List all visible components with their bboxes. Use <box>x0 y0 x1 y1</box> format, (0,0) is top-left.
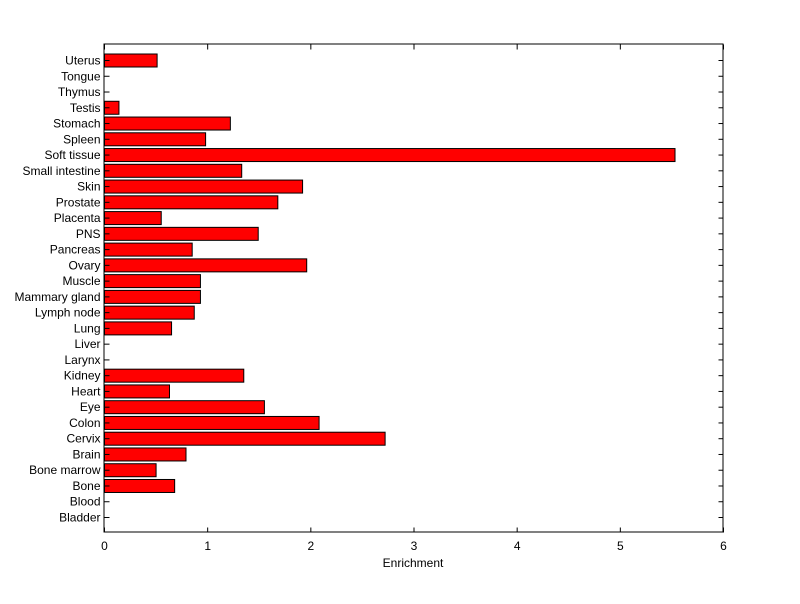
x-tick-label: 6 <box>720 539 727 553</box>
bar-lymph-node <box>104 305 195 320</box>
x-tick-label: 3 <box>411 539 418 553</box>
y-tick-label: Bone marrow <box>29 463 101 477</box>
y-tick-label: Placenta <box>54 211 101 225</box>
bar-cervix <box>104 431 386 446</box>
bar-lung <box>104 321 173 336</box>
bar-pns <box>104 226 259 241</box>
bar-ovary <box>104 258 308 273</box>
bar-uterus <box>104 53 158 68</box>
y-tick-label: PNS <box>76 227 101 241</box>
bar-mammary-gland <box>104 289 201 304</box>
bar-colon <box>104 415 320 430</box>
y-tick-label: Mammary gland <box>14 290 100 304</box>
y-tick-label: Liver <box>74 337 100 351</box>
y-tick-label: Spleen <box>63 132 100 146</box>
y-tick-label: Brain <box>72 447 100 461</box>
y-tick-label: Thymus <box>58 85 101 99</box>
bar-placenta <box>104 211 162 226</box>
bar-eye <box>104 400 265 415</box>
bar-brain <box>104 447 187 462</box>
bar-pancreas <box>104 242 193 257</box>
y-tick-label: Kidney <box>64 369 101 383</box>
bar-heart <box>104 384 170 399</box>
y-tick-label: Colon <box>69 416 100 430</box>
y-tick-label: Uterus <box>65 54 100 68</box>
x-tick-label: 1 <box>204 539 211 553</box>
y-tick-label: Soft tissue <box>44 148 100 162</box>
y-tick-label: Tongue <box>61 69 101 83</box>
y-tick-label: Heart <box>71 384 101 398</box>
x-tick-label: 4 <box>514 539 521 553</box>
x-axis-label: Enrichment <box>383 556 444 570</box>
y-tick-label: Bladder <box>59 511 100 525</box>
x-tick-label: 2 <box>307 539 314 553</box>
y-tick-label: Testis <box>70 101 101 115</box>
y-tick-label: Prostate <box>56 195 101 209</box>
y-tick-label: Eye <box>80 400 101 414</box>
y-tick-label: Ovary <box>68 258 100 272</box>
y-tick-label: Muscle <box>62 274 100 288</box>
y-tick-label: Lymph node <box>35 306 101 320</box>
y-tick-label: Bone <box>72 479 100 493</box>
bar-muscle <box>104 274 201 289</box>
bar-spleen <box>104 132 207 147</box>
y-tick-label: Skin <box>77 180 100 194</box>
y-tick-label: Stomach <box>53 117 100 131</box>
bar-skin <box>104 179 304 194</box>
bar-soft-tissue <box>104 148 676 163</box>
y-tick-label: Larynx <box>64 353 100 367</box>
y-tick-label: Pancreas <box>50 243 101 257</box>
bar-prostate <box>104 195 279 210</box>
y-tick-label: Small intestine <box>22 164 100 178</box>
bar-stomach <box>104 116 231 131</box>
bar-bone-marrow <box>104 463 157 478</box>
x-tick-label: 0 <box>101 539 108 553</box>
y-tick-label: Blood <box>70 495 101 509</box>
bar-kidney <box>104 368 245 383</box>
y-tick-label: Lung <box>74 321 101 335</box>
x-tick-label: 5 <box>617 539 624 553</box>
bar-bone <box>104 478 176 493</box>
bar-small-intestine <box>104 163 243 178</box>
y-tick-label: Cervix <box>66 432 100 446</box>
